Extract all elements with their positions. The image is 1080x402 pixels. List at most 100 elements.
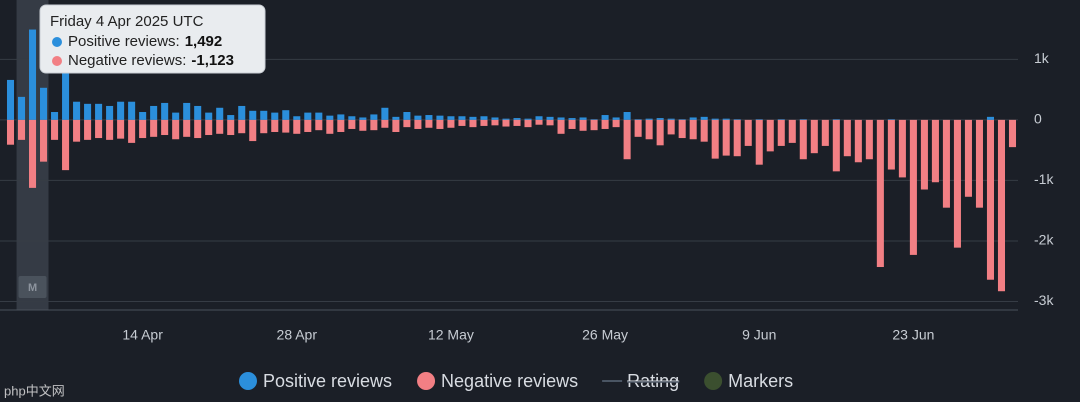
bar [17, 119, 26, 140]
bar [249, 119, 257, 142]
bar [117, 119, 125, 139]
bar [986, 116, 994, 120]
bar [194, 119, 202, 139]
tooltip-dot [52, 56, 62, 66]
tooltip-value: -1,123 [191, 52, 234, 69]
bar [909, 119, 917, 255]
bar [315, 119, 323, 131]
bar [337, 114, 345, 120]
bar [601, 119, 609, 129]
bar [491, 117, 499, 120]
bar [975, 119, 983, 208]
bar [227, 119, 235, 136]
bar [73, 101, 81, 120]
bar [128, 119, 136, 143]
bar [205, 112, 213, 120]
bar [150, 119, 158, 137]
bar [29, 119, 37, 188]
legend-item[interactable]: Positive reviews [239, 371, 392, 391]
bar [535, 119, 543, 125]
bar [194, 105, 202, 120]
bar [62, 67, 70, 120]
tooltip-box [39, 4, 266, 74]
bar [832, 119, 840, 172]
bar [403, 119, 411, 128]
bar [1008, 119, 1017, 148]
bar [227, 115, 235, 120]
bar [667, 119, 675, 135]
legend-label: Markers [728, 371, 793, 391]
bar [337, 119, 345, 132]
bar [282, 110, 290, 120]
legend-label: Positive reviews [263, 371, 392, 391]
tooltip-value: 1,492 [185, 33, 223, 50]
bar [810, 119, 818, 154]
bar [6, 79, 15, 120]
marker-box [18, 276, 47, 298]
x-tick-label: 9 Jun [742, 327, 776, 343]
tooltip-label: Negative reviews: [68, 52, 186, 69]
bar [370, 114, 378, 120]
bar [249, 110, 257, 120]
bar [799, 119, 807, 120]
bar [524, 119, 532, 128]
bar [161, 102, 169, 120]
x-tick-label: 28 Apr [277, 327, 318, 343]
bar [777, 119, 785, 120]
bar [821, 119, 829, 146]
bar [623, 119, 631, 160]
bar [557, 119, 565, 134]
bar [755, 119, 763, 120]
bar [304, 112, 312, 120]
bar [414, 115, 422, 120]
bar [887, 119, 895, 170]
bar [62, 119, 70, 171]
bar [535, 116, 543, 120]
bar [6, 119, 15, 145]
bar [315, 112, 323, 120]
bar [172, 119, 180, 140]
bar [128, 101, 136, 120]
bar [722, 118, 730, 120]
bar [205, 119, 213, 136]
legend-symbol [417, 372, 436, 390]
legend-item[interactable]: Negative reviews [417, 371, 578, 391]
bar [282, 119, 290, 133]
y-tick-label: 0 [1034, 111, 1042, 127]
legend-item[interactable]: Rating [602, 371, 680, 391]
bar [843, 119, 851, 157]
bar [579, 117, 587, 120]
bar [161, 119, 169, 136]
bar [117, 101, 125, 120]
bar [700, 116, 708, 120]
bar [502, 119, 510, 127]
bar [348, 116, 356, 120]
bar [51, 112, 59, 120]
bar [260, 119, 268, 134]
bar [513, 119, 521, 126]
bar [612, 117, 620, 120]
bar [260, 110, 268, 120]
bar [964, 119, 972, 197]
bar [656, 119, 664, 146]
legend-item[interactable]: Markers [704, 371, 793, 391]
y-tick-label: 1k [1034, 50, 1050, 66]
bar [557, 117, 565, 120]
bar [469, 119, 477, 128]
bar [326, 115, 334, 120]
bar [425, 119, 433, 128]
bar [359, 119, 367, 131]
watermark: php中文网 [4, 383, 65, 398]
bar [865, 119, 873, 160]
bar [931, 119, 939, 183]
bar [491, 119, 499, 126]
bar [722, 119, 730, 156]
bar [502, 118, 510, 120]
bar [942, 119, 950, 208]
bar [293, 119, 301, 134]
bar [183, 119, 191, 137]
bar [238, 119, 246, 134]
bar [216, 107, 224, 120]
legend-symbol [239, 372, 257, 390]
bar [568, 118, 576, 120]
